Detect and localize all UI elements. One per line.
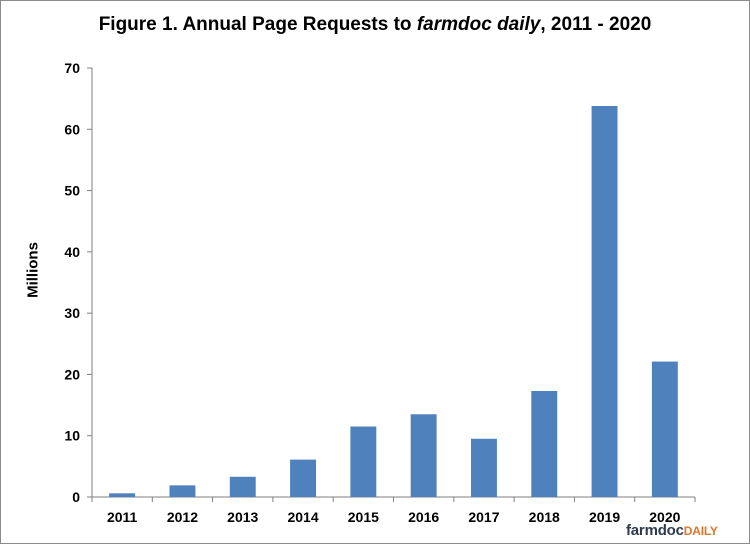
bar-2013: [229, 476, 256, 497]
x-tick-label: 2012: [167, 509, 198, 525]
x-tick-label: 2014: [287, 509, 318, 525]
chart-title-italic: farmdoc daily: [416, 14, 541, 35]
bar-2017: [470, 438, 497, 497]
bar-2019: [591, 105, 618, 498]
logo-part1: farmdoc: [626, 522, 684, 539]
x-tick-label: 2019: [589, 509, 620, 525]
x-tick-label: 2017: [468, 509, 499, 525]
bar-2011: [109, 493, 136, 497]
bar-2012: [169, 485, 196, 497]
x-tick-label: 2020: [649, 509, 680, 525]
y-tick-label: 20: [64, 366, 80, 382]
bar-2020: [651, 361, 678, 497]
farmdoc-daily-logo: farmdocDAILY: [626, 522, 718, 539]
y-tick-label: 70: [64, 60, 80, 76]
y-axis: 0 10 20 30 40 50 60 70: [64, 60, 93, 505]
bar-2018: [531, 390, 558, 497]
y-tick-label: 0: [72, 489, 80, 505]
chart-title: Figure 1. Annual Page Requests to farmdo…: [0, 14, 750, 36]
x-axis: 2011 2012 2013 2014 2015 2016 2017 2018 2019 2020: [91, 496, 696, 525]
chart-title-suffix: , 2011 - 2020: [540, 14, 652, 35]
bars: [109, 105, 678, 498]
bar-2015: [350, 426, 377, 497]
chart-title-prefix: Figure 1. Annual Page Requests to: [98, 14, 417, 35]
x-tick-label: 2013: [227, 509, 258, 525]
y-tick-label: 30: [64, 305, 80, 321]
bar-2016: [410, 414, 437, 497]
x-tick-label: 2015: [348, 509, 379, 525]
x-tick-label: 2011: [107, 509, 138, 525]
x-tick-label: 2016: [408, 509, 439, 525]
y-tick-label: 50: [64, 183, 80, 199]
bar-2014: [290, 459, 317, 497]
y-tick-label: 60: [64, 121, 80, 137]
x-tick-label: 2018: [529, 509, 560, 525]
y-tick-label: 40: [64, 244, 80, 260]
logo-part2: DAILY: [683, 524, 718, 538]
y-tick-label: 10: [64, 428, 80, 444]
